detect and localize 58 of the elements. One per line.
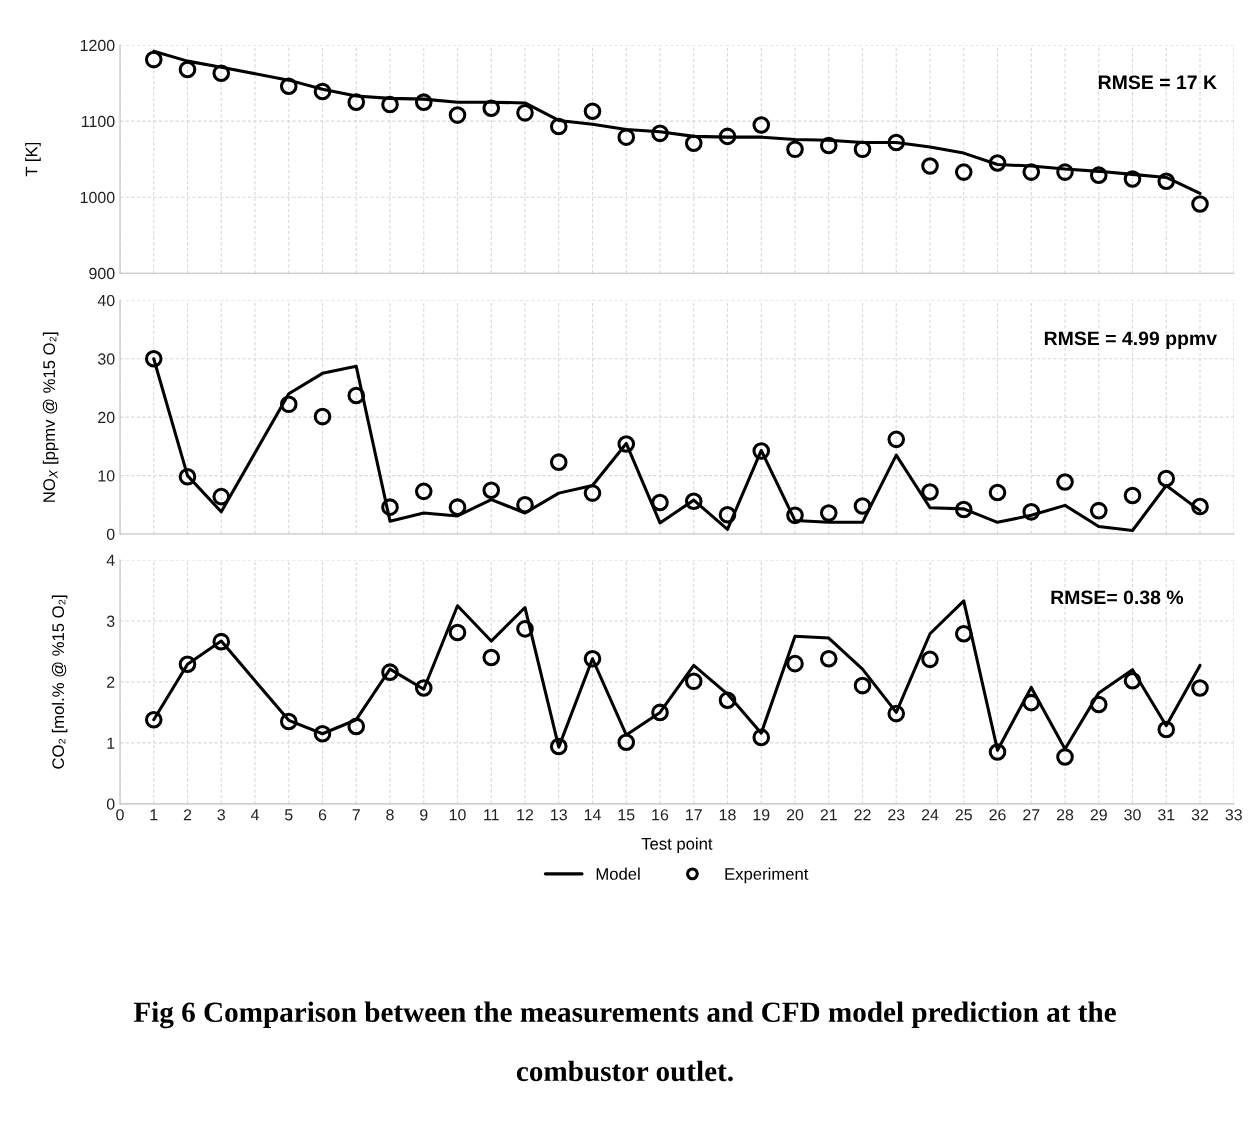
x-tick-label: 17 (686, 809, 702, 821)
x-tick-label: 32 (1191, 809, 1209, 821)
x-tick-label: 15 (618, 809, 635, 821)
y-tick-label: 10 (98, 470, 115, 482)
x-tick-label: 18 (719, 809, 736, 821)
x-tick-label: 20 (786, 809, 804, 821)
x-tick-label: 25 (955, 809, 972, 821)
x-tick-label: 33 (1225, 809, 1242, 821)
y-tick-label: 1 (107, 737, 115, 749)
x-tick-label: 2 (183, 809, 192, 821)
legend-label: Model (596, 867, 640, 880)
y-tick-label: 20 (98, 411, 115, 424)
x-tick-label: 5 (284, 809, 293, 821)
x-tick-label: 24 (921, 809, 939, 821)
annotation: RMSE = 17 K (1098, 75, 1217, 90)
x-tick-label: 9 (420, 809, 428, 821)
y-tick-label: 40 (97, 294, 115, 307)
x-tick-label: 7 (352, 809, 360, 821)
annotation: RMSE = 4.99 ppmv (1044, 331, 1217, 350)
x-tick-label: 12 (517, 809, 534, 821)
x-tick-label: 22 (854, 809, 871, 821)
x-tick-label: 3 (217, 809, 225, 821)
x-tick-label: 4 (250, 809, 259, 821)
y-axis-title: NO$_{X}$ [ppmv @ %15 O₂] (42, 332, 59, 502)
x-tick-label: 23 (888, 809, 905, 821)
y-tick-label: 4 (106, 554, 115, 566)
x-tick-label: 0 (116, 809, 124, 821)
x-tick-label: 26 (989, 809, 1006, 821)
x-tick-label: 8 (386, 809, 394, 821)
x-tick-label: 16 (652, 809, 669, 821)
x-tick-label: 21 (820, 809, 837, 821)
x-axis-title: Test point (641, 837, 713, 854)
y-tick-label: 3 (106, 615, 115, 627)
y-axis-title: CO₂ [mol.% @ %15 O₂] (51, 595, 68, 769)
x-tick-label: 13 (551, 809, 567, 821)
legend-label: Experiment (725, 867, 809, 884)
y-tick-label: 0 (106, 528, 115, 540)
x-tick-label: 11 (484, 809, 499, 821)
x-tick-label: 29 (1090, 809, 1107, 821)
y-tick-label: 900 (89, 267, 115, 280)
x-tick-label: 6 (318, 809, 327, 821)
y-axis-title: T [K] (25, 142, 41, 177)
x-tick-label: 31 (1157, 809, 1175, 821)
y-tick-label: 1100 (82, 115, 115, 128)
y-tick-label: 2 (107, 676, 115, 688)
x-tick-label: 30 (1124, 809, 1141, 821)
x-tick-label: 14 (584, 809, 601, 821)
caption: Fig 6 Comparison between the measurements and CFD model prediction at the combustor outlet. (133, 1001, 1116, 1082)
y-tick-label: 30 (97, 353, 115, 365)
y-tick-label: 1200 (80, 39, 115, 52)
x-tick-label: 28 (1056, 809, 1074, 821)
annotation: RMSE= 0.38 % (1051, 590, 1184, 605)
x-tick-label: 27 (1023, 809, 1040, 821)
y-tick-label: 0 (106, 798, 115, 810)
x-tick-label: 10 (449, 809, 466, 821)
y-tick-label: 1000 (80, 191, 115, 204)
x-tick-label: 19 (753, 809, 770, 821)
x-tick-label: 1 (150, 809, 158, 821)
